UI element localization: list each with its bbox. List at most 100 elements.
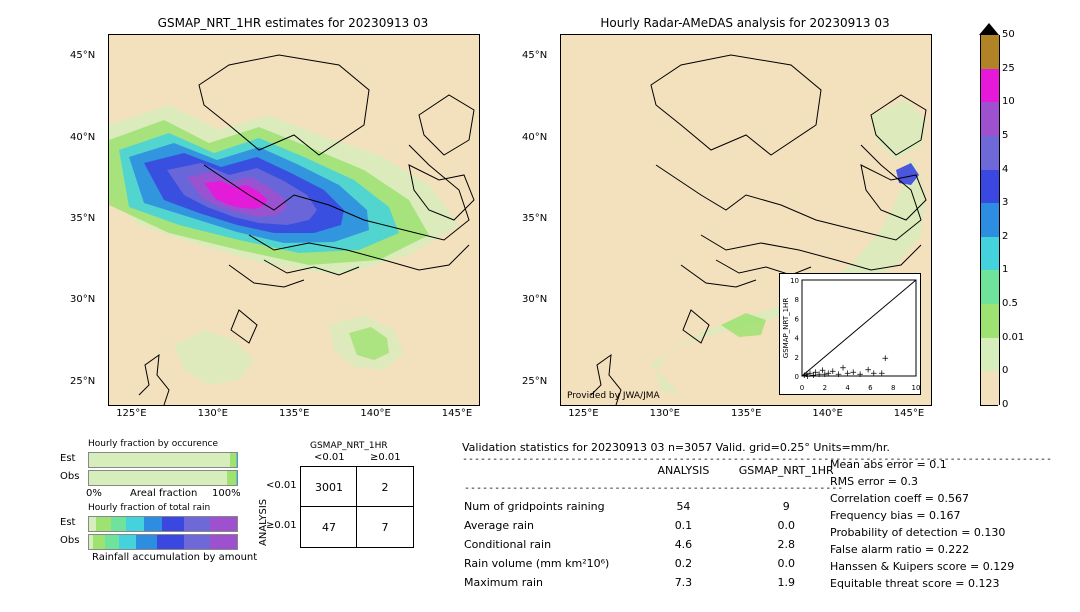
colorbar-seg xyxy=(980,102,1000,136)
right-map: Provided by JWA/JMA 00224466881010++++++… xyxy=(560,34,932,406)
xtick: 125°E xyxy=(568,408,598,419)
ct-cell: 2 xyxy=(356,466,414,508)
svg-text:8: 8 xyxy=(795,296,799,304)
bar-seg xyxy=(111,517,126,531)
bar-seg xyxy=(126,517,144,531)
colorbar-seg xyxy=(980,237,1000,271)
ytick: 35°N xyxy=(70,213,95,224)
colorbar-seg xyxy=(980,270,1000,304)
xtick: 125°E xyxy=(116,408,146,419)
bar-seg xyxy=(119,535,137,549)
svg-text:8: 8 xyxy=(891,384,895,392)
metric-line: Probability of detection = 0.130 xyxy=(830,524,1014,541)
bar-seg xyxy=(210,517,237,531)
ct-cell: 3001 xyxy=(300,466,358,508)
colorbar-seg xyxy=(980,35,1000,69)
svg-text:4: 4 xyxy=(845,384,850,392)
bar-track xyxy=(88,452,238,468)
xtick: 130°E xyxy=(198,408,228,419)
colorbar: 502510543210.50.0100 xyxy=(980,34,998,406)
occ-axis-0: 0% xyxy=(86,488,102,499)
bar-seg xyxy=(184,535,211,549)
colorbar-seg xyxy=(980,338,1000,372)
svg-text:10: 10 xyxy=(912,384,920,392)
bar-seg xyxy=(136,535,157,549)
colorbar-label: 3 xyxy=(1002,197,1008,208)
ct-cell: 7 xyxy=(356,506,414,548)
xtick: 140°E xyxy=(360,408,390,419)
bar-row-label: Obs xyxy=(60,535,79,546)
metric-line: False alarm ratio = 0.222 xyxy=(830,541,1014,558)
svg-text:2: 2 xyxy=(795,354,799,362)
bar-seg xyxy=(236,471,237,485)
colorbar-seg xyxy=(980,69,1000,103)
svg-text:6: 6 xyxy=(795,315,800,323)
ct-row-label: <0.01 xyxy=(266,480,297,491)
xtick: 145°E xyxy=(894,408,924,419)
totalrain-caption: Rainfall accumulation by amount xyxy=(92,552,257,563)
colorbar-seg xyxy=(980,170,1000,204)
ct-col-label: ≥0.01 xyxy=(370,452,401,463)
bar-row-label: Obs xyxy=(60,471,79,482)
metric-line: Frequency bias = 0.167 xyxy=(830,507,1014,524)
validation-title: Validation statistics for 20230913 03 n=… xyxy=(462,441,890,454)
colorbar-label: 0.5 xyxy=(1002,298,1018,309)
ytick: 30°N xyxy=(522,294,547,305)
colorbar-seg xyxy=(980,304,1000,338)
bar-seg xyxy=(236,453,237,467)
bar-seg xyxy=(89,517,96,531)
scatter-plot: 00224466881010++++++++++++++++++++GSMAP_… xyxy=(780,274,920,394)
occurrence-title: Hourly fraction by occurence xyxy=(88,439,218,449)
right-map-title: Hourly Radar-AMeDAS analysis for 2023091… xyxy=(560,16,930,30)
bar-track xyxy=(88,534,238,550)
xtick: 135°E xyxy=(731,408,761,419)
left-map-svg xyxy=(109,35,479,405)
xtick: 130°E xyxy=(650,408,680,419)
metric-line: Equitable threat score = 0.123 xyxy=(830,575,1014,592)
bar-seg xyxy=(89,471,227,485)
ct-cell: 47 xyxy=(300,506,358,548)
bar-seg xyxy=(89,453,230,467)
ytick: 25°N xyxy=(70,376,95,387)
ct-row-label: ≥0.01 xyxy=(266,520,297,531)
svg-text:GSMAP_NRT_1HR: GSMAP_NRT_1HR xyxy=(782,298,790,359)
metric-line: RMS error = 0.3 xyxy=(830,473,1014,490)
colorbar-label: 5 xyxy=(1002,130,1008,141)
svg-text:+: + xyxy=(856,370,864,380)
svg-text:2: 2 xyxy=(823,384,827,392)
bar-seg xyxy=(93,535,105,549)
bar-seg xyxy=(157,535,184,549)
svg-text:+: + xyxy=(881,354,889,364)
colorbar-label: 4 xyxy=(1002,164,1008,175)
bar-seg xyxy=(184,517,211,531)
ct-row-title: ANALYSIS xyxy=(258,499,269,546)
ytick: 30°N xyxy=(70,294,95,305)
colorbar-seg xyxy=(980,203,1000,237)
totalrain-title: Hourly fraction of total rain xyxy=(88,503,210,513)
left-map xyxy=(108,34,480,406)
svg-text:+: + xyxy=(870,369,878,379)
left-map-title: GSMAP_NRT_1HR estimates for 20230913 03 xyxy=(108,16,478,30)
ytick: 40°N xyxy=(70,132,95,143)
ytick: 45°N xyxy=(522,50,547,61)
xtick: 140°E xyxy=(812,408,842,419)
colorbar-label: 0.01 xyxy=(1002,332,1024,343)
svg-text:6: 6 xyxy=(868,384,873,392)
xtick: 135°E xyxy=(279,408,309,419)
ct-col-label: <0.01 xyxy=(314,452,345,463)
provided-text: Provided by JWA/JMA xyxy=(567,391,660,401)
svg-text:4: 4 xyxy=(795,335,800,343)
validation-table: ANALYSISGSMAP_NRT_1HR-------------------… xyxy=(462,460,857,593)
bar-seg xyxy=(105,535,118,549)
bar-seg xyxy=(96,517,111,531)
colorbar-label: 2 xyxy=(1002,231,1008,242)
bar-track xyxy=(88,516,238,532)
colorbar-label: 0 xyxy=(1002,365,1008,376)
occ-axis-100: 100% xyxy=(212,488,241,499)
occ-axis-caption: Areal fraction xyxy=(130,488,197,499)
svg-text:+: + xyxy=(878,369,886,379)
metric-line: Hanssen & Kuipers score = 0.129 xyxy=(830,558,1014,575)
colorbar-label: 50 xyxy=(1002,29,1015,40)
bar-seg xyxy=(144,517,162,531)
ytick: 25°N xyxy=(522,376,547,387)
